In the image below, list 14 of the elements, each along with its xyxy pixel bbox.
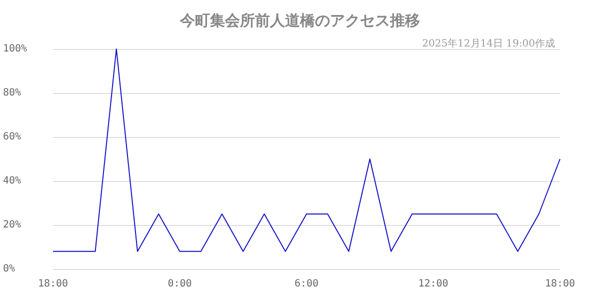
y-tick-label: 20% [3, 220, 22, 230]
y-tick-label: 80% [3, 88, 22, 98]
x-tick-label: 6:00 [294, 278, 319, 290]
x-tick-label: 18:00 [544, 278, 576, 290]
line-series [52, 48, 560, 252]
chart-title: 今町集会所前人道橋のアクセス推移 [179, 12, 420, 30]
x-tick-label: 0:00 [168, 278, 192, 290]
x-tick-label: 12:00 [418, 278, 448, 290]
y-tick-label: 0% [3, 264, 16, 274]
y-tick-label: 40% [3, 176, 22, 186]
chart-subtitle: 2025年12月14日 19:00作成 [422, 38, 556, 50]
y-tick-label: 100% [3, 44, 28, 54]
y-tick-label: 60% [3, 132, 22, 142]
x-tick-label: 18:00 [38, 278, 68, 290]
